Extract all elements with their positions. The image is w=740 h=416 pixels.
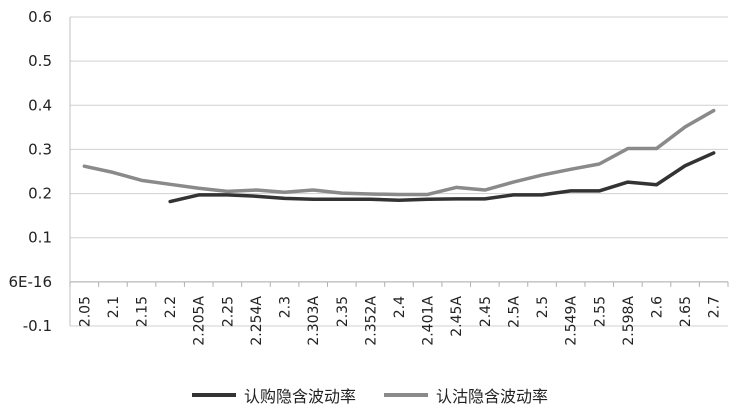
y-tick-label: 0.2 <box>28 185 52 203</box>
x-tick-label: 2.598A <box>621 296 637 346</box>
y-tick-label: 0.4 <box>28 96 52 114</box>
x-tick-label: 2.1 <box>106 296 122 318</box>
x-tick-label: 2.3 <box>278 296 294 318</box>
x-tick-label: 2.6 <box>649 296 665 318</box>
y-tick-label: 6E-16 <box>8 273 52 291</box>
x-tick-label: 2.205A <box>192 296 208 346</box>
x-axis <box>69 17 729 326</box>
y-tick-label: -0.1 <box>23 317 52 335</box>
x-tick-label: 2.4 <box>392 296 408 318</box>
legend-swatch-call <box>191 393 236 397</box>
x-tick-label: 2.352A <box>363 296 379 346</box>
y-tick-label: 0.1 <box>28 229 52 247</box>
legend-label-call: 认购隐含波动率 <box>243 387 356 406</box>
series-line-put <box>82 108 716 197</box>
x-tick-label: 2.45A <box>449 296 465 337</box>
series-lines <box>82 108 716 204</box>
x-tick-label: 2.65 <box>678 296 694 327</box>
x-tick-label: 2.7 <box>707 296 723 318</box>
x-tick-label: 2.55 <box>592 296 608 327</box>
x-tick-label: 2.549A <box>564 296 580 346</box>
y-tick-label: 0.5 <box>28 52 52 70</box>
legend-swatch-put <box>384 393 428 397</box>
x-axis-ticks: 2.05 2.1 2.15 2.2 2.205A 2.25 2.254A 2.3 2.303A 2… <box>77 296 722 346</box>
x-tick-label: 2.15 <box>135 296 151 327</box>
x-tick-label: 2.45 <box>478 296 494 327</box>
legend-item-put: 认沽隐含波动率 <box>384 383 548 407</box>
x-tick-label: 2.5A <box>506 296 522 328</box>
series-line-call <box>168 151 716 204</box>
legend-item-call: 认购隐含波动率 <box>191 383 356 407</box>
y-tick-label: 0.3 <box>28 140 52 158</box>
x-tick-label: 2.5 <box>535 296 551 318</box>
x-tick-label: 2.254A <box>249 296 265 346</box>
x-tick-label: 2.401A <box>421 296 437 346</box>
x-tick-label: 2.35 <box>335 296 351 327</box>
y-tick-label: 0.6 <box>28 8 52 26</box>
gridlines <box>70 16 728 327</box>
x-tick-label: 2.25 <box>220 296 236 327</box>
legend: 认购隐含波动率 认沽隐含波动率 <box>0 380 740 410</box>
y-axis-ticks: -0.1 6E-16 0.1 0.2 0.3 0.4 0.5 0.6 <box>8 8 52 335</box>
x-tick-label: 2.05 <box>77 296 93 327</box>
x-tick-label: 2.303A <box>306 296 322 346</box>
line-chart: -0.16E-160.10.20.30.40.50.6 2.05 2.1 2.15 2… <box>8 8 729 346</box>
x-tick-label: 2.2 <box>163 296 179 318</box>
legend-label-put: 认沽隐含波动率 <box>436 387 549 406</box>
